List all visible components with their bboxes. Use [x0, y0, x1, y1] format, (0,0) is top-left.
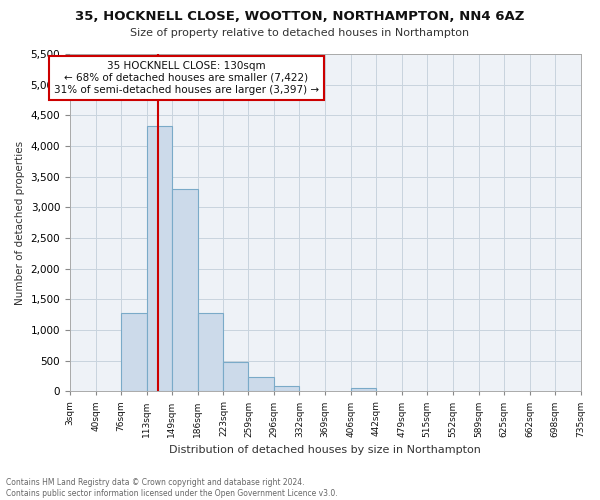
- Bar: [172, 189, 197, 392]
- Bar: [146, 126, 172, 392]
- Bar: [197, 313, 223, 392]
- Text: Contains HM Land Registry data © Crown copyright and database right 2024.
Contai: Contains HM Land Registry data © Crown c…: [6, 478, 338, 498]
- X-axis label: Distribution of detached houses by size in Northampton: Distribution of detached houses by size …: [169, 445, 481, 455]
- Text: Size of property relative to detached houses in Northampton: Size of property relative to detached ho…: [130, 28, 470, 38]
- Bar: [274, 386, 299, 392]
- Text: 35 HOCKNELL CLOSE: 130sqm
← 68% of detached houses are smaller (7,422)
31% of se: 35 HOCKNELL CLOSE: 130sqm ← 68% of detac…: [54, 62, 319, 94]
- Text: 35, HOCKNELL CLOSE, WOOTTON, NORTHAMPTON, NN4 6AZ: 35, HOCKNELL CLOSE, WOOTTON, NORTHAMPTON…: [76, 10, 524, 23]
- Bar: [351, 388, 376, 392]
- Bar: [121, 314, 146, 392]
- Bar: [223, 362, 248, 392]
- Y-axis label: Number of detached properties: Number of detached properties: [15, 140, 25, 304]
- Bar: [248, 377, 274, 392]
